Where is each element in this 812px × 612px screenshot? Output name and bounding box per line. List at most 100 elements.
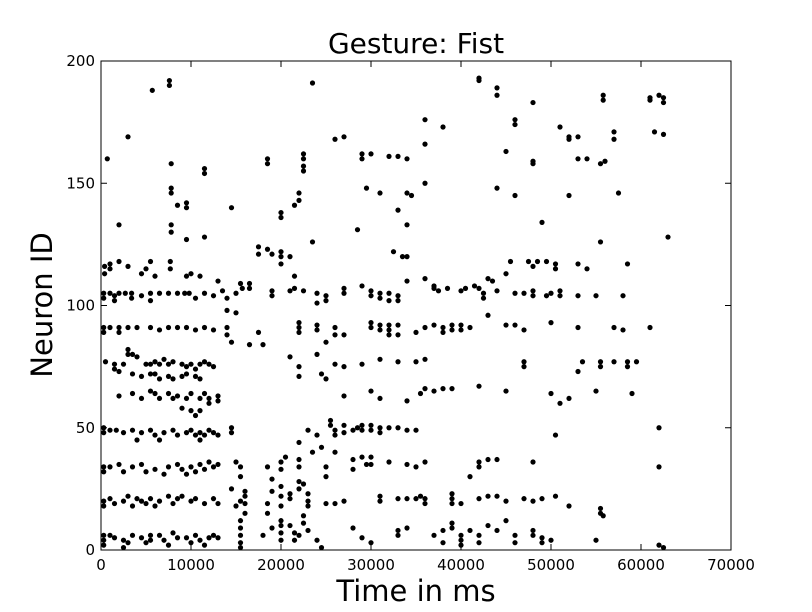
y-tick-label: 150 bbox=[66, 174, 95, 192]
spike-point bbox=[165, 542, 172, 548]
spike-point bbox=[210, 364, 217, 370]
spike-point bbox=[611, 129, 617, 135]
spike-point bbox=[629, 390, 635, 397]
spike-point bbox=[156, 437, 163, 443]
spike-point bbox=[620, 293, 626, 299]
spike-point bbox=[512, 322, 518, 328]
spike-point bbox=[363, 185, 370, 191]
y-tick-label: 0 bbox=[85, 541, 95, 559]
spike-point bbox=[210, 532, 217, 538]
spike-point bbox=[201, 390, 208, 397]
spike-point bbox=[503, 498, 509, 504]
spike-point bbox=[359, 361, 365, 367]
x-tick-label: 40000 bbox=[437, 556, 485, 574]
spike-point bbox=[186, 290, 192, 296]
spike-point bbox=[201, 234, 208, 240]
spike-point bbox=[444, 285, 451, 291]
spike-point bbox=[138, 373, 145, 380]
spike-point bbox=[597, 161, 604, 167]
spike-point bbox=[269, 525, 275, 531]
spike-point bbox=[183, 324, 190, 331]
spike-point bbox=[224, 295, 230, 301]
spike-point bbox=[192, 295, 199, 301]
spike-point bbox=[278, 518, 284, 524]
spike-point bbox=[101, 295, 107, 301]
spike-point bbox=[651, 129, 658, 135]
spike-point bbox=[624, 261, 631, 267]
spike-point bbox=[183, 273, 190, 279]
spike-point bbox=[278, 214, 284, 221]
spike-point bbox=[269, 251, 275, 257]
spike-point bbox=[476, 540, 482, 546]
spike-point bbox=[575, 368, 581, 375]
spike-point bbox=[368, 454, 374, 460]
spike-point bbox=[530, 527, 536, 534]
spike-point bbox=[116, 368, 122, 375]
spike-point bbox=[129, 295, 135, 301]
spike-point bbox=[278, 493, 284, 499]
spike-point bbox=[233, 310, 239, 316]
spike-point bbox=[147, 324, 154, 331]
x-tick-label: 0 bbox=[96, 556, 106, 574]
spike-point bbox=[210, 496, 217, 502]
spike-point bbox=[156, 376, 163, 382]
spike-point bbox=[597, 239, 604, 245]
spike-point bbox=[548, 537, 554, 543]
y-tick-label: 100 bbox=[66, 297, 95, 315]
spike-point bbox=[233, 459, 239, 465]
spike-point bbox=[480, 290, 487, 296]
spike-point bbox=[152, 371, 158, 377]
spike-point bbox=[611, 359, 617, 365]
spike-point bbox=[101, 290, 107, 296]
spike-point bbox=[539, 496, 545, 502]
spike-point bbox=[174, 202, 181, 208]
spike-point bbox=[521, 364, 527, 370]
spike-point bbox=[269, 488, 275, 494]
spike-point bbox=[296, 486, 302, 492]
spike-point bbox=[368, 422, 374, 428]
spike-point bbox=[548, 320, 554, 326]
spike-point bbox=[101, 329, 107, 335]
spike-point bbox=[431, 388, 437, 394]
spike-point bbox=[152, 273, 158, 279]
spike-point bbox=[116, 393, 122, 399]
spike-point bbox=[192, 496, 199, 502]
spike-point bbox=[101, 537, 107, 543]
spike-point bbox=[237, 544, 244, 551]
spike-point bbox=[512, 532, 518, 538]
spike-point bbox=[296, 320, 302, 326]
spike-point bbox=[359, 156, 365, 162]
spike-point bbox=[165, 361, 172, 367]
spike-point bbox=[147, 427, 154, 433]
spike-point bbox=[129, 390, 136, 397]
spike-point bbox=[467, 474, 473, 480]
spike-point bbox=[239, 285, 245, 291]
spike-point bbox=[219, 288, 226, 294]
spike-point bbox=[101, 469, 107, 475]
spike-point bbox=[647, 324, 653, 331]
spike-point bbox=[168, 161, 174, 167]
spike-point bbox=[170, 427, 176, 433]
spike-point bbox=[134, 496, 140, 502]
spike-point bbox=[300, 481, 307, 487]
spike-point bbox=[101, 425, 107, 431]
spike-point bbox=[152, 503, 158, 509]
spike-point bbox=[602, 158, 608, 164]
spike-point bbox=[125, 351, 131, 357]
spike-point bbox=[476, 383, 482, 389]
spike-point bbox=[224, 324, 230, 331]
spike-point bbox=[197, 395, 203, 402]
spike-point bbox=[350, 525, 356, 531]
spike-point bbox=[552, 432, 559, 438]
spike-point bbox=[165, 324, 172, 331]
spike-point bbox=[116, 329, 122, 335]
spike-point bbox=[278, 261, 284, 267]
spike-point bbox=[174, 461, 181, 468]
spike-point bbox=[134, 324, 140, 331]
spike-point bbox=[368, 288, 374, 294]
spike-point bbox=[323, 500, 329, 507]
spike-point bbox=[314, 322, 320, 328]
spike-point bbox=[530, 498, 536, 504]
